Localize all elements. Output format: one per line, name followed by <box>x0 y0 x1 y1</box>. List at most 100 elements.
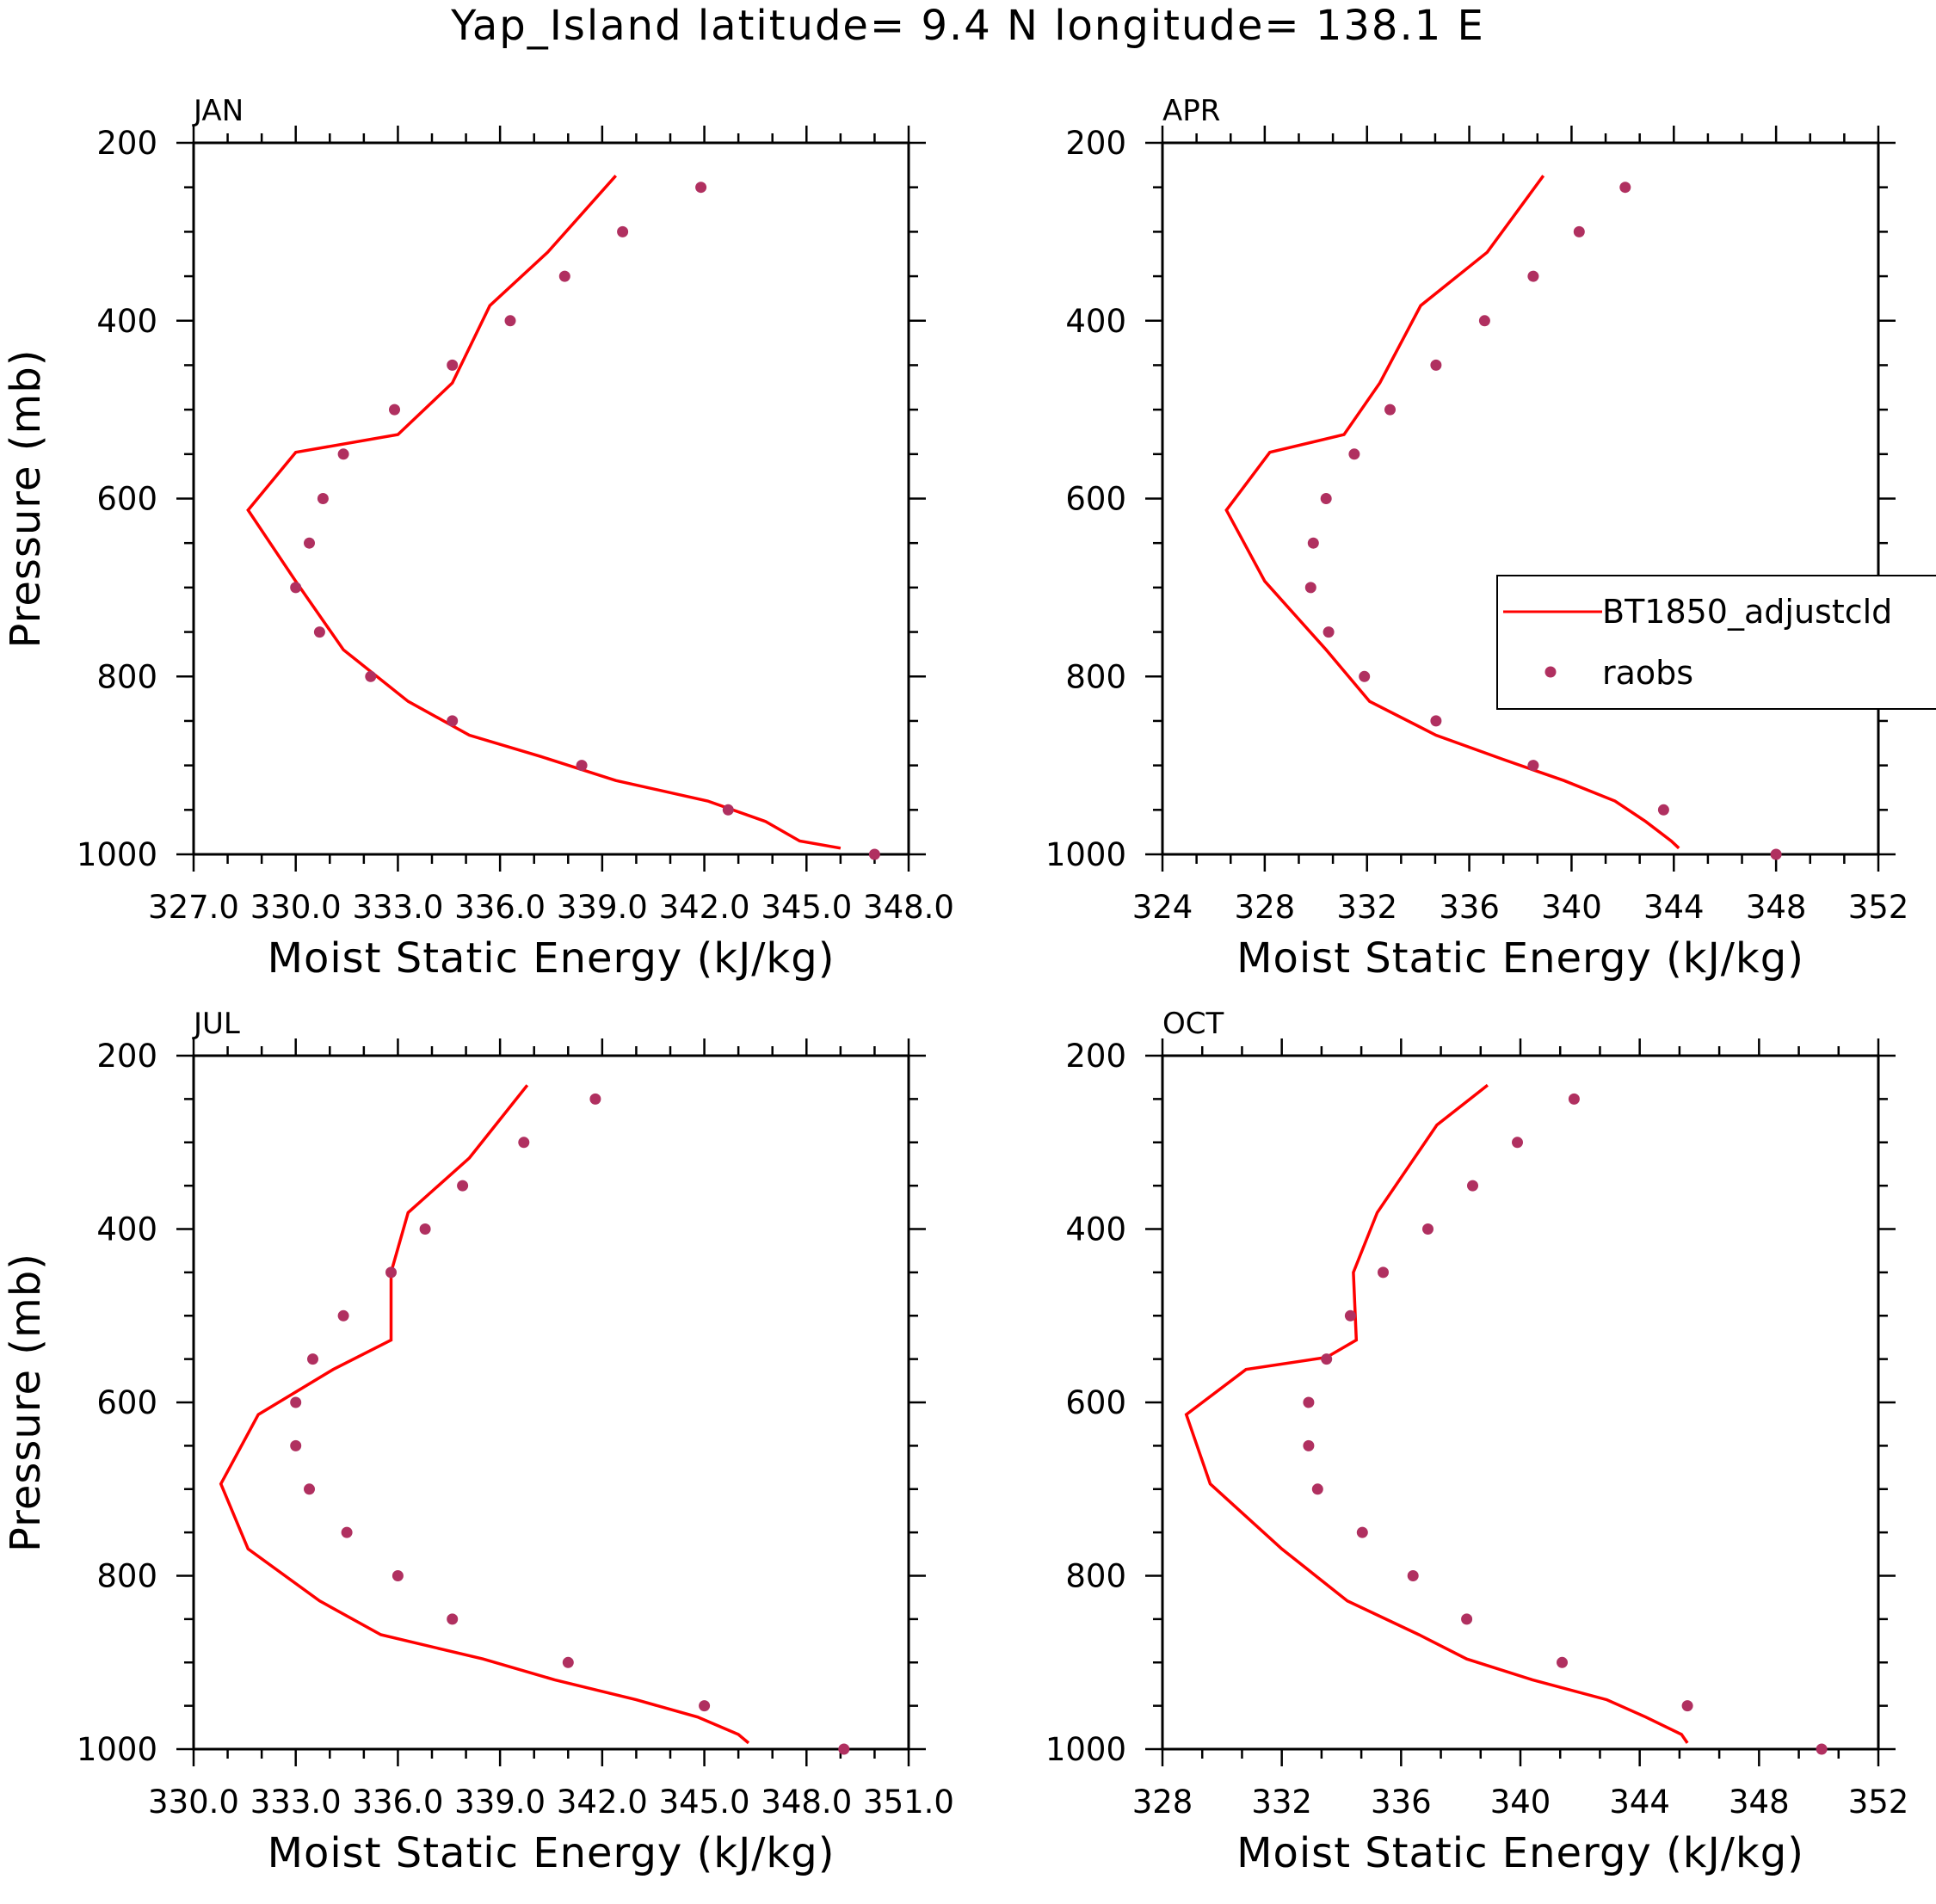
jul-obs-point <box>562 1656 574 1668</box>
jul-xtick-label: 351.0 <box>863 1784 954 1821</box>
jan-obs-point <box>313 626 325 638</box>
jan-ytick-label: 600 <box>96 481 157 518</box>
jan-xtick-label: 330.0 <box>250 889 342 926</box>
jan-ytick-label: 800 <box>96 658 157 695</box>
apr-ytick-label: 200 <box>1065 125 1126 162</box>
oct-obs-point <box>1816 1743 1828 1755</box>
jul-obs-point <box>447 1613 459 1625</box>
oct-panel-label: OCT <box>1162 1007 1224 1041</box>
jul-xtick-label: 339.0 <box>454 1784 546 1821</box>
jan-obs-point <box>722 804 734 816</box>
jan-obs-point <box>317 493 329 504</box>
apr-obs-point <box>1573 225 1585 237</box>
oct-xtick-label: 352 <box>1848 1784 1909 1821</box>
jul-ytick-label: 600 <box>96 1384 157 1421</box>
jan-obs-point <box>447 359 459 371</box>
oct-obs-point <box>1321 1353 1333 1365</box>
jan-xtick-label: 348.0 <box>863 889 954 926</box>
apr-obs-point <box>1478 315 1490 327</box>
oct-xtick-label: 348 <box>1729 1784 1790 1821</box>
jul-obs-point <box>290 1396 302 1408</box>
jan-xtick-label: 342.0 <box>659 889 750 926</box>
legend-box <box>1496 575 1936 710</box>
apr-xtick-label: 340 <box>1541 889 1602 926</box>
apr-xtick-label: 348 <box>1746 889 1807 926</box>
apr-xtick-label: 328 <box>1235 889 1296 926</box>
jul-xtick-label: 345.0 <box>659 1784 750 1821</box>
oct-ytick-label: 400 <box>1065 1211 1126 1248</box>
jul-obs-point <box>341 1526 353 1538</box>
apr-ytick-label: 400 <box>1065 303 1126 340</box>
jul-obs-point <box>419 1223 431 1235</box>
jul-obs-point <box>457 1180 469 1192</box>
apr-obs-point <box>1307 537 1319 549</box>
apr-obs-point <box>1348 448 1360 460</box>
legend-model-label: BT1850_adjustcld <box>1602 593 1892 631</box>
jan-xtick-label: 327.0 <box>148 889 239 926</box>
legend-marker-swatch <box>1544 666 1557 678</box>
apr-ytick-label: 800 <box>1065 658 1126 695</box>
figure-title: Yap_Island latitude= 9.4 N longitude= 13… <box>450 2 1485 50</box>
oct-obs-point <box>1344 1309 1356 1322</box>
apr-obs-point <box>1619 182 1631 194</box>
jan-obs-point <box>558 270 570 282</box>
jan-xtick-label: 339.0 <box>557 889 648 926</box>
oct-obs-point <box>1407 1570 1419 1581</box>
jul-ytick-label: 800 <box>96 1558 157 1595</box>
jul-x-axis-title: Moist Static Energy (kJ/kg) <box>268 1829 835 1877</box>
oct-obs-point <box>1467 1180 1478 1192</box>
jan-obs-point <box>365 670 377 682</box>
jul-obs-point <box>290 1439 302 1451</box>
oct-ytick-label: 200 <box>1065 1038 1126 1075</box>
jul-ytick-label: 400 <box>96 1211 157 1248</box>
jul-obs-point <box>307 1353 318 1365</box>
jul-obs-point <box>838 1743 850 1755</box>
apr-xtick-label: 324 <box>1132 889 1193 926</box>
apr-obs-point <box>1770 848 1782 860</box>
oct-xtick-label: 328 <box>1132 1784 1193 1821</box>
panel-jan: 200 400 600 800 1000 327.0 330.0 333.0 336.0 339.… <box>2 94 954 983</box>
jul-obs-point <box>589 1093 601 1105</box>
oct-obs-point <box>1378 1266 1389 1279</box>
jul-ytick-label: 200 <box>96 1038 157 1075</box>
jan-obs-point <box>504 315 516 327</box>
apr-xtick-label: 352 <box>1848 889 1909 926</box>
apr-x-axis-title: Moist Static Energy (kJ/kg) <box>1236 934 1804 983</box>
oct-obs-point <box>1303 1396 1315 1408</box>
apr-obs-point <box>1527 270 1539 282</box>
legend: BT1850_adjustcld raobs <box>1496 575 1936 710</box>
apr-obs-point <box>1304 582 1316 594</box>
apr-panel-label: APR <box>1162 94 1220 128</box>
jan-obs-point <box>304 537 315 549</box>
jul-xtick-label: 336.0 <box>352 1784 443 1821</box>
jan-ytick-label: 400 <box>96 303 157 340</box>
oct-xtick-label: 336 <box>1371 1784 1432 1821</box>
oct-x-axis-title: Moist Static Energy (kJ/kg) <box>1236 1829 1804 1877</box>
oct-ytick-label: 1000 <box>1045 1731 1126 1768</box>
jul-model-line <box>219 1084 750 1745</box>
jul-xtick-label: 330.0 <box>148 1784 239 1821</box>
jan-obs-point <box>337 448 349 460</box>
legend-obs-label: raobs <box>1602 654 1693 692</box>
jul-obs-point <box>699 1700 711 1712</box>
apr-ytick-label: 600 <box>1065 481 1126 518</box>
jul-panel-label: JUL <box>192 1007 240 1041</box>
oct-obs-point <box>1303 1439 1315 1451</box>
apr-obs-point <box>1527 760 1539 772</box>
jul-obs-point <box>518 1137 530 1149</box>
oct-xtick-label: 340 <box>1490 1784 1551 1821</box>
apr-xtick-label: 344 <box>1643 889 1705 926</box>
jul-ytick-label: 1000 <box>77 1731 157 1768</box>
oct-obs-point <box>1461 1613 1473 1625</box>
oct-obs-point <box>1422 1223 1434 1235</box>
jan-xtick-label: 333.0 <box>352 889 443 926</box>
jul-obs-point <box>392 1570 404 1581</box>
apr-ytick-label: 1000 <box>1045 836 1126 873</box>
apr-obs-point <box>1657 804 1669 816</box>
jul-obs-point <box>304 1483 315 1495</box>
oct-xtick-label: 332 <box>1251 1784 1312 1821</box>
jan-y-axis-title: Pressure (mb) <box>2 349 50 649</box>
oct-obs-point <box>1681 1700 1693 1712</box>
